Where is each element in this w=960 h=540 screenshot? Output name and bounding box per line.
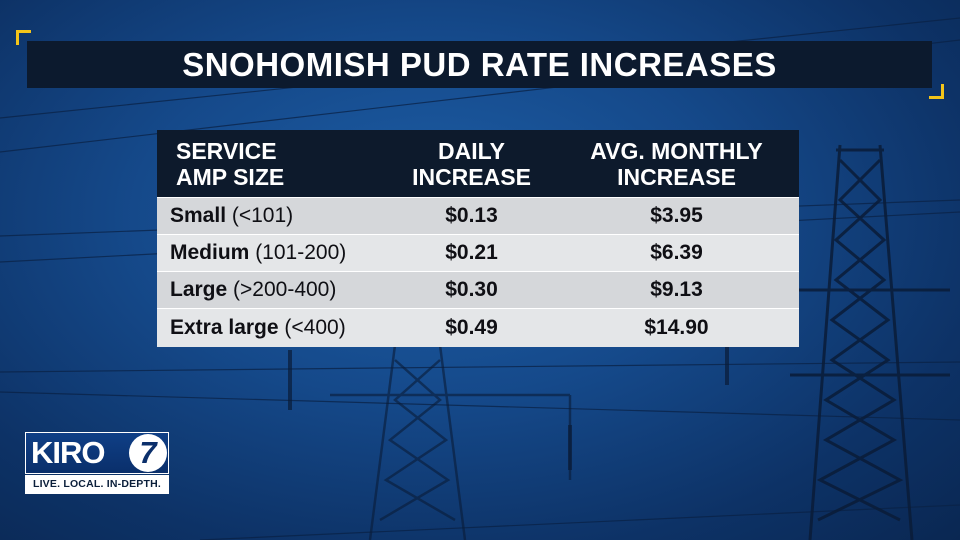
logo-wordmark-box: KIRO 7 [25, 432, 169, 474]
monthly-increase-cell: $6.39 [554, 234, 799, 272]
size-name: Small [170, 204, 227, 227]
table-row: Medium (101-200) $0.21 $6.39 [157, 234, 799, 272]
size-range: (>200-400) [233, 278, 337, 301]
amp-size-cell: Medium (101-200) [157, 234, 389, 272]
size-range: (<400) [284, 316, 346, 339]
amp-size-cell: Extra large (<400) [157, 308, 389, 347]
size-range: (101-200) [255, 241, 347, 264]
monthly-increase-cell: $9.13 [554, 271, 799, 309]
table-row: Large (>200-400) $0.30 $9.13 [157, 271, 799, 309]
table-row: Extra large (<400) $0.49 $14.90 [157, 308, 799, 347]
header-daily-increase: DAILY INCREASE [389, 130, 554, 198]
daily-increase-cell: $0.30 [389, 271, 554, 309]
rate-table: SERVICE AMP SIZE DAILY INCREASE AVG. MON… [157, 130, 799, 347]
tower-right [780, 144, 950, 540]
monthly-increase-cell: $14.90 [554, 308, 799, 347]
logo-seven-circle-icon: 7 [129, 434, 167, 472]
header-line: AMP SIZE [176, 163, 285, 190]
header-line: DAILY [438, 137, 505, 164]
daily-increase-cell: $0.49 [389, 308, 554, 347]
title-corner-accent-bottom-right [929, 84, 944, 99]
header-line: INCREASE [412, 163, 531, 190]
header-line: AVG. MONTHLY [590, 137, 763, 164]
size-name: Medium [170, 241, 250, 264]
header-line: INCREASE [617, 163, 736, 190]
station-logo: KIRO 7 LIVE. LOCAL. IN-DEPTH. [25, 432, 169, 494]
header-avg-monthly-increase: AVG. MONTHLY INCREASE [554, 130, 799, 198]
daily-increase-cell: $0.13 [389, 197, 554, 235]
size-range: (<101) [231, 204, 294, 227]
logo-brand-text: KIRO [31, 435, 105, 470]
daily-increase-cell: $0.21 [389, 234, 554, 272]
size-name: Extra large [170, 316, 279, 339]
header-line: SERVICE [176, 137, 277, 164]
tower-middle [330, 344, 572, 540]
amp-size-cell: Large (>200-400) [157, 271, 389, 309]
header-service-amp-size: SERVICE AMP SIZE [157, 130, 389, 198]
title-corner-accent-top-left [16, 30, 31, 45]
table-row: Small (<101) $0.13 $3.95 [157, 197, 799, 235]
title-bar: SNOHOMISH PUD RATE INCREASES [27, 41, 932, 88]
monthly-increase-cell: $3.95 [554, 197, 799, 235]
size-name: Large [170, 278, 228, 301]
table-header-row: SERVICE AMP SIZE DAILY INCREASE AVG. MON… [157, 130, 799, 198]
amp-size-cell: Small (<101) [157, 197, 389, 235]
page-title: SNOHOMISH PUD RATE INCREASES [182, 45, 777, 83]
logo-tagline: LIVE. LOCAL. IN-DEPTH. [25, 475, 169, 494]
